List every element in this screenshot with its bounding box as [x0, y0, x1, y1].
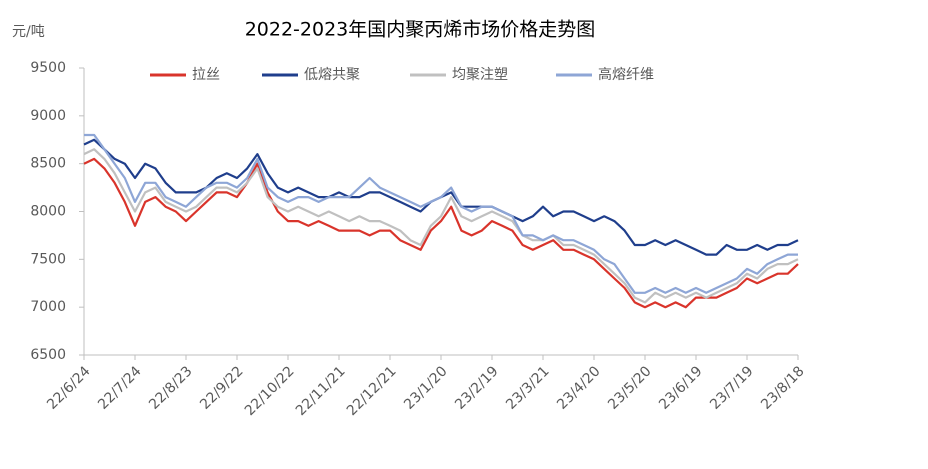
x-tick-label: 22/8/23 — [146, 363, 195, 412]
x-tick-label: 23/4/20 — [554, 363, 603, 412]
line-series — [84, 133, 798, 294]
legend-label: 均聚注塑 — [452, 67, 508, 83]
x-tick-label: 23/8/18 — [758, 363, 807, 412]
x-tick-label: 23/3/21 — [503, 363, 552, 412]
x-tick-label: 22/9/22 — [197, 363, 246, 412]
y-tick-label: 9000 — [30, 108, 66, 124]
x-tick-label: 23/2/19 — [452, 363, 501, 412]
x-tick-label: 22/6/24 — [44, 363, 94, 413]
chart-title: 2022-2023年国内聚丙烯市场价格走势图 — [245, 19, 596, 41]
y-tick-label: 7500 — [30, 251, 66, 267]
y-tick-label: 6500 — [30, 347, 66, 363]
legend-label: 低熔共聚 — [304, 67, 360, 83]
y-tick-label: 7000 — [30, 299, 66, 315]
legend-label: 高熔纤维 — [598, 66, 654, 83]
y-tick-label: 9500 — [30, 60, 66, 76]
x-tick-label: 22/7/24 — [95, 363, 145, 413]
legend-label: 拉丝 — [192, 67, 220, 83]
x-tick-label: 22/10/22 — [242, 363, 298, 419]
y-tick-label: 8000 — [30, 204, 66, 220]
x-tick-label: 23/1/20 — [401, 363, 450, 412]
line-series — [83, 157, 799, 309]
x-tick-label: 22/12/21 — [344, 363, 400, 419]
y-axis-label: 元/吨 — [12, 24, 45, 40]
x-tick-label: 23/7/19 — [707, 363, 756, 412]
x-tick-label: 23/6/19 — [656, 363, 705, 412]
x-tick-label: 22/11/21 — [293, 363, 349, 419]
x-tick-label: 23/5/20 — [605, 363, 654, 412]
line-series — [83, 148, 799, 304]
y-tick-label: 8500 — [30, 156, 66, 172]
